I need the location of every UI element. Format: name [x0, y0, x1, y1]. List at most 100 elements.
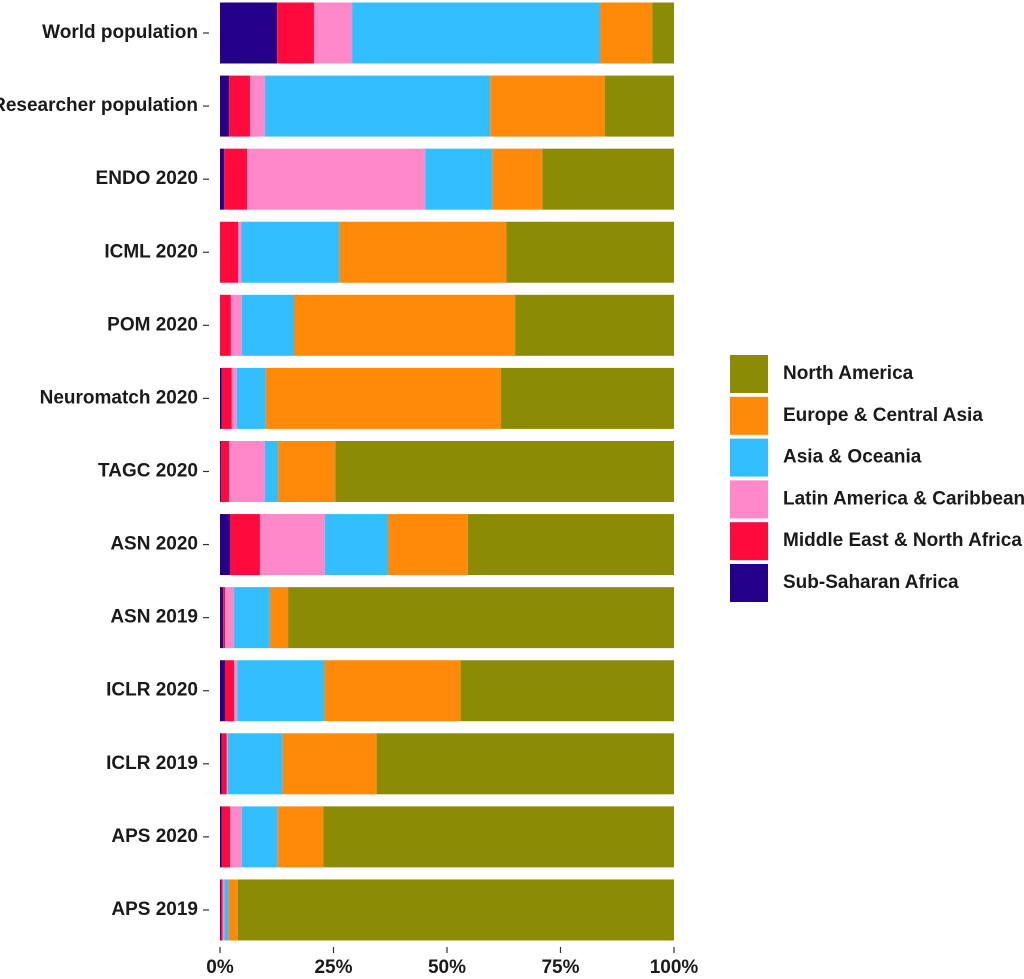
bar-segment [265, 367, 502, 429]
bar-segment [234, 660, 238, 722]
legend-swatch [730, 480, 768, 519]
bar-segment [220, 75, 230, 137]
bar-segment [259, 514, 325, 576]
y-tick-label: ICML 2020 [104, 241, 198, 262]
bar-segment [220, 440, 230, 502]
bar-segment [288, 587, 674, 649]
bar-segment [229, 440, 265, 502]
legend-swatch [730, 564, 768, 602]
bar-segment [460, 660, 674, 722]
bar-segment [220, 148, 225, 210]
bar-segment [425, 148, 493, 210]
bar-segment [599, 2, 653, 64]
bar-segment [282, 733, 377, 795]
bar-segment [352, 2, 600, 64]
y-tick-label: Neuromatch 2020 [40, 387, 198, 408]
bar-segment [236, 367, 266, 429]
bar-segment [264, 440, 279, 502]
bar-segment [387, 514, 468, 576]
legend-swatch [730, 522, 768, 561]
legend-swatch [730, 438, 768, 477]
legend-label: Latin America & Caribbean [783, 488, 1024, 509]
y-tick-label: TAGC 2020 [98, 460, 198, 481]
bar-segment [220, 2, 278, 64]
bar-segment [223, 587, 225, 649]
x-tick-label: 25% [314, 957, 352, 978]
bar-segment [247, 148, 426, 210]
bar-segment [323, 806, 674, 868]
bar-segment [501, 367, 674, 429]
bar-segment [324, 514, 388, 576]
legend-label: Europe & Central Asia [783, 405, 983, 426]
y-tick-label: ICLR 2020 [106, 680, 198, 701]
bar-segment [237, 660, 325, 722]
x-tick-label: 75% [541, 957, 579, 978]
bar-segment [249, 75, 265, 137]
bar-segment [604, 75, 674, 137]
bar-segment [269, 587, 289, 649]
bar-segment [490, 75, 605, 137]
bar-segment [241, 294, 295, 356]
bar-segment [229, 806, 242, 868]
bar-segment [227, 733, 283, 795]
bar-segment [226, 733, 228, 795]
legend-label: North America [783, 363, 914, 384]
bar-segment [222, 879, 225, 941]
legend-swatch [730, 355, 768, 393]
bar-segment [220, 367, 222, 429]
bar-segment [221, 367, 232, 429]
bar-segment [224, 660, 235, 722]
bar-segment [231, 367, 237, 429]
bar-segment [264, 75, 491, 137]
legend-label: Sub-Saharan Africa [783, 572, 959, 593]
bar-segment [220, 879, 223, 941]
x-tick-label: 100% [650, 957, 699, 978]
bar-segment [237, 879, 674, 941]
bar-segment [241, 221, 340, 283]
legend-label: Middle East & North Africa [783, 530, 1022, 551]
bar-segment [224, 587, 235, 649]
bar-segment [542, 148, 674, 210]
bar-segment [220, 806, 222, 868]
bar-segment [339, 221, 507, 283]
y-tick-label: ASN 2020 [110, 534, 198, 555]
bar-segment [224, 879, 229, 941]
bar-segment [506, 221, 674, 283]
bar-segment [230, 294, 242, 356]
bar-segment [234, 587, 270, 649]
y-tick-label: Researcher population [0, 95, 198, 116]
legend-label: Asia & Oceania [783, 447, 922, 468]
bar-segment [492, 148, 543, 210]
bar-segment [220, 879, 221, 941]
bar-segment [238, 221, 242, 283]
bar-segment [221, 733, 227, 795]
bar-segment [324, 660, 461, 722]
y-tick-label: POM 2020 [107, 314, 198, 335]
x-tick-label: 50% [428, 957, 466, 978]
bar-segment [228, 879, 238, 941]
bar-segment [220, 221, 239, 283]
bar-segment [652, 2, 674, 64]
y-tick-label: World population [42, 22, 198, 43]
y-tick-label: ICLR 2019 [106, 753, 198, 774]
bar-segment [277, 806, 324, 868]
bar-segment [220, 440, 221, 502]
bar-segment [376, 733, 674, 795]
bar-segment [229, 75, 250, 137]
bar-segment [221, 806, 230, 868]
bar-segment [294, 294, 516, 356]
bar-segment [278, 440, 336, 502]
bar-segment [241, 806, 278, 868]
bar-segment [220, 660, 225, 722]
bar-segment [229, 514, 260, 576]
bar-segment [220, 294, 231, 356]
bar-segment [224, 148, 248, 210]
x-tick-label: 0% [206, 957, 234, 978]
y-tick-label: ASN 2019 [110, 607, 198, 628]
bar-segment [515, 294, 674, 356]
bar-segment [220, 587, 224, 649]
bar-segment [335, 440, 674, 502]
bar-segment [220, 514, 230, 576]
bar-segment [277, 2, 314, 64]
